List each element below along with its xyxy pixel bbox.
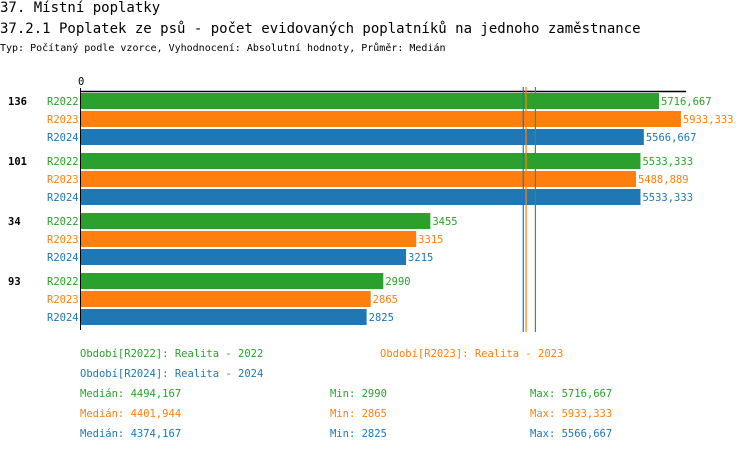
bar-R2023	[81, 231, 417, 247]
series-label: R2024	[47, 252, 79, 264]
legend-max: Max: 5566,667	[530, 428, 612, 440]
legend-median: Medián: 4401,944	[80, 408, 181, 420]
series-label: R2024	[47, 132, 79, 144]
bar-value-label: 2825	[369, 312, 394, 324]
legend-min: Min: 2990	[330, 388, 387, 400]
bar-value-label: 3315	[418, 234, 443, 246]
category-label: 34	[8, 216, 21, 228]
bar-value-label: 2990	[385, 276, 410, 288]
legend-median: Medián: 4494,167	[80, 388, 181, 400]
series-label: R2024	[47, 312, 79, 324]
series-label: R2022	[47, 156, 79, 168]
bar-R2022	[81, 273, 384, 289]
bar-R2023	[81, 111, 681, 127]
axis-zero-label: 0	[78, 76, 84, 88]
bar-value-label: 5488,889	[638, 174, 689, 186]
section-title: 37. Místní poplatky	[0, 0, 161, 16]
category-label: 136	[8, 96, 27, 108]
series-label: R2022	[47, 276, 79, 288]
legend-min: Min: 2825	[330, 428, 387, 440]
legend-max: Max: 5716,667	[530, 388, 612, 400]
legend-median: Medián: 4374,167	[80, 428, 181, 440]
bar-value-label: 5566,667	[646, 132, 697, 144]
bar-R2024	[81, 249, 407, 265]
bar-R2024	[81, 129, 644, 145]
bar-R2023	[81, 171, 636, 187]
bar-R2023	[81, 291, 371, 307]
bar-value-label: 2865	[373, 294, 398, 306]
bar-R2022	[81, 153, 641, 169]
bar-value-label: 5933,333	[683, 114, 734, 126]
chart-title: 37.2.1 Poplatek ze psů - počet evidovaný…	[0, 21, 641, 37]
bar-value-label: 5533,333	[642, 192, 693, 204]
legend-max: Max: 5933,333	[530, 408, 612, 420]
series-label: R2023	[47, 174, 79, 186]
bar-value-label: 5533,333	[642, 156, 693, 168]
bar-R2022	[81, 93, 659, 109]
series-label: R2023	[47, 294, 79, 306]
legend-period: Období[R2023]: Realita - 2023	[380, 348, 563, 360]
bar-value-label: 5716,667	[661, 96, 712, 108]
series-label: R2023	[47, 114, 79, 126]
category-label: 93	[8, 276, 21, 288]
category-label: 101	[8, 156, 27, 168]
legend-period: Období[R2024]: Realita - 2024	[80, 368, 263, 380]
bar-R2022	[81, 213, 431, 229]
bar-R2024	[81, 309, 367, 325]
series-label: R2023	[47, 234, 79, 246]
series-label: R2022	[47, 96, 79, 108]
bar-value-label: 3455	[432, 216, 457, 228]
series-label: R2024	[47, 192, 79, 204]
bar-R2024	[81, 189, 641, 205]
legend-period: Období[R2022]: Realita - 2022	[80, 348, 263, 360]
bar-value-label: 3215	[408, 252, 433, 264]
series-label: R2022	[47, 216, 79, 228]
chart-subtitle: Typ: Počítaný podle vzorce, Vyhodnocení:…	[0, 43, 446, 54]
legend-min: Min: 2865	[330, 408, 387, 420]
